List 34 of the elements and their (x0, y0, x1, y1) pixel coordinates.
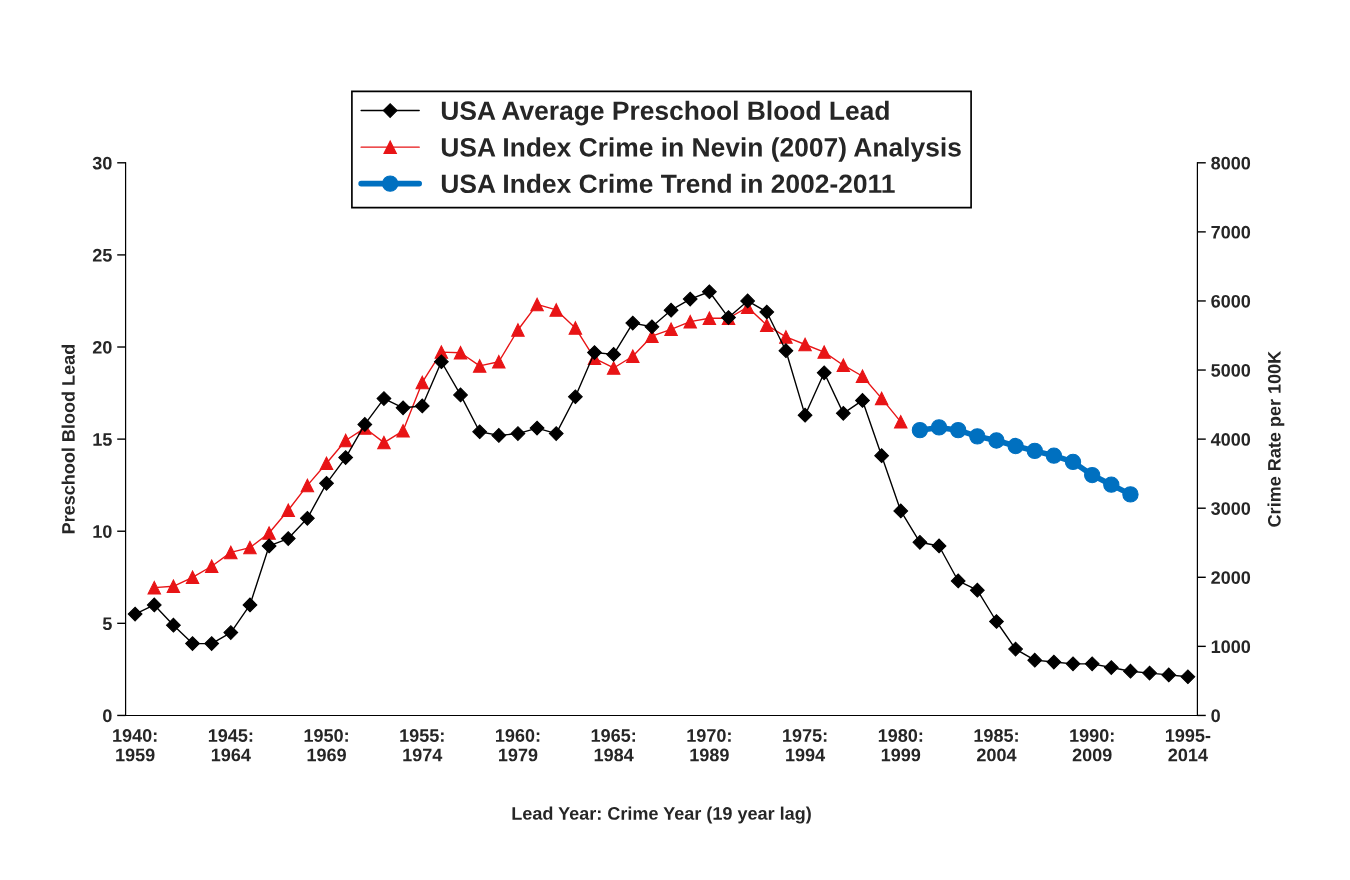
y-tick-label: 25 (92, 248, 112, 262)
y2-tick-label: 3000 (1211, 502, 1251, 515)
x-tick-label: 1950: 1969 (304, 729, 348, 762)
x-tick-label: 1945: 1964 (208, 729, 253, 762)
x-tick-label: 1985: 2004 (974, 729, 1018, 762)
x-tick-label: 1965: 1984 (591, 729, 635, 762)
x-tick-label: 1995- 2014 (1165, 729, 1211, 762)
y2-axis-title: Crime Rate per 100K (1267, 350, 1285, 527)
y-tick-label: 30 (92, 156, 112, 170)
legend-label: USA Average Preschool Blood Lead (441, 100, 889, 126)
y-axis-title: Preschool Blood Lead (61, 344, 75, 534)
y2-tick-label: 4000 (1210, 433, 1251, 446)
legend-label: USA Index Crime Trend in 2002-2011 (441, 173, 895, 194)
x-tick-label: 1940: 1959 (113, 729, 157, 762)
y-tick-label: 15 (93, 433, 112, 446)
x-tick-label: 1955: 1974 (400, 729, 444, 762)
y2-tick-label: 2000 (1211, 571, 1251, 584)
x-tick-label: 1960: 1979 (495, 729, 540, 762)
legend-label: USA Index Crime in Nevin (2007) Analysis (441, 137, 961, 162)
y-tick-label: 10 (93, 525, 112, 538)
y-tick-label: 0 (103, 709, 112, 723)
y-tick-label: 5 (102, 617, 112, 631)
y2-tick-label: 0 (1211, 709, 1220, 723)
y2-tick-label: 1000 (1211, 640, 1251, 654)
y2-tick-label: 7000 (1211, 225, 1251, 239)
y2-tick-label: 5000 (1211, 363, 1251, 377)
x-tick-label: 1990: 2009 (1070, 729, 1114, 762)
x-tick-label: 1980: 1999 (878, 729, 923, 762)
x-axis-title: Lead Year: Crime Year (19 year lag) (512, 806, 811, 824)
x-tick-label: 1970: 1989 (687, 729, 731, 762)
y2-tick-label: 8000 (1211, 156, 1251, 170)
y2-tick-label: 6000 (1211, 294, 1251, 308)
x-tick-label: 1975: 1994 (783, 729, 827, 762)
y-tick-label: 20 (92, 340, 112, 354)
